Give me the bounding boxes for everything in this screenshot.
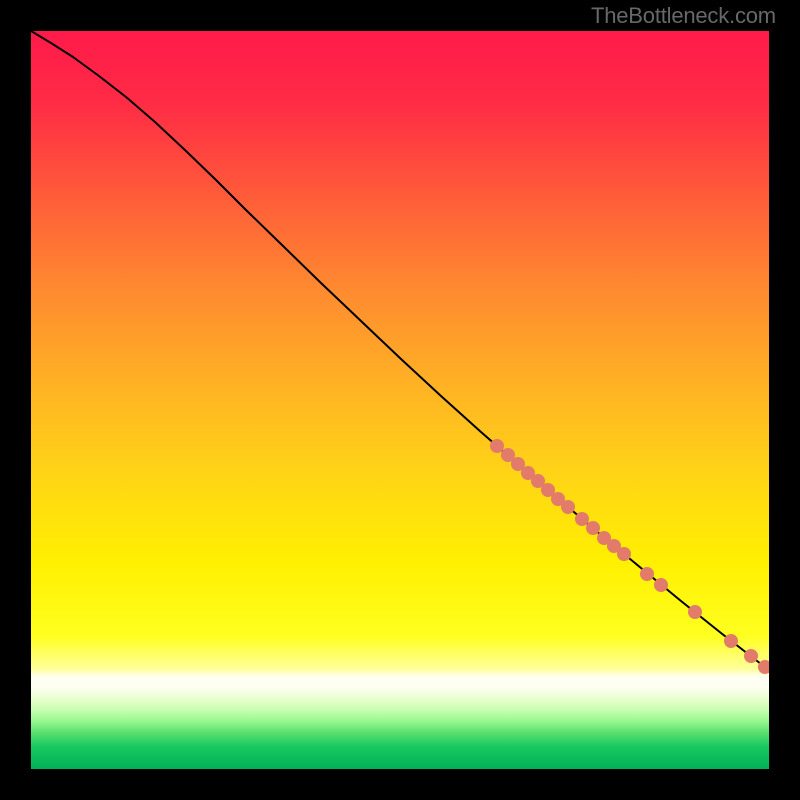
marker-dot bbox=[688, 605, 702, 619]
chart-frame: TheBottleneck.com bbox=[0, 0, 800, 800]
chart-background bbox=[31, 31, 769, 769]
marker-dot bbox=[654, 578, 668, 592]
marker-dot bbox=[586, 521, 600, 535]
plot-area bbox=[31, 31, 769, 769]
marker-dot bbox=[724, 634, 738, 648]
marker-dot bbox=[490, 439, 504, 453]
watermark-text: TheBottleneck.com bbox=[591, 3, 776, 29]
marker-dot bbox=[744, 649, 758, 663]
marker-dot bbox=[640, 567, 654, 581]
marker-dot bbox=[617, 547, 631, 561]
marker-dot bbox=[561, 500, 575, 514]
plot-svg bbox=[31, 31, 769, 769]
marker-dot bbox=[575, 512, 589, 526]
